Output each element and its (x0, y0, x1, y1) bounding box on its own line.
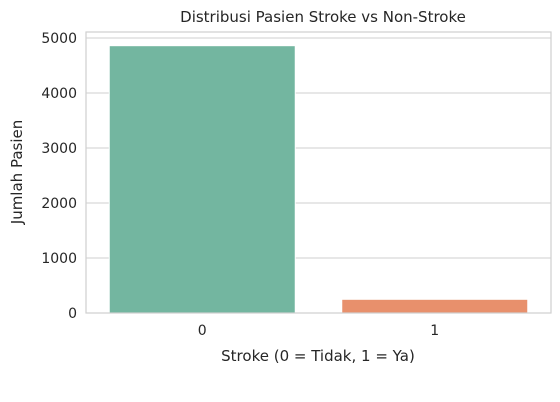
y-tick-label: 1000 (41, 251, 77, 267)
y-tick-label: 4000 (41, 86, 77, 102)
x-tick-label: 1 (430, 323, 439, 339)
chart-title: Distribusi Pasien Stroke vs Non-Stroke (180, 8, 466, 26)
x-axis-label: Stroke (0 = Tidak, 1 = Ya) (221, 347, 415, 365)
x-tick-label: 0 (198, 323, 207, 339)
y-tick-label: 5000 (41, 31, 77, 47)
y-tick-label: 2000 (41, 196, 77, 212)
plot-frame (85, 31, 552, 314)
y-tick-label: 0 (68, 306, 77, 322)
y-tick-label: 3000 (41, 141, 77, 157)
bar-0 (108, 45, 296, 314)
bar-1 (341, 298, 529, 314)
y-tick-labels: 0 1000 2000 3000 4000 5000 (41, 31, 77, 322)
bars (108, 45, 529, 314)
y-axis-label: Jumlah Pasien (8, 120, 26, 225)
